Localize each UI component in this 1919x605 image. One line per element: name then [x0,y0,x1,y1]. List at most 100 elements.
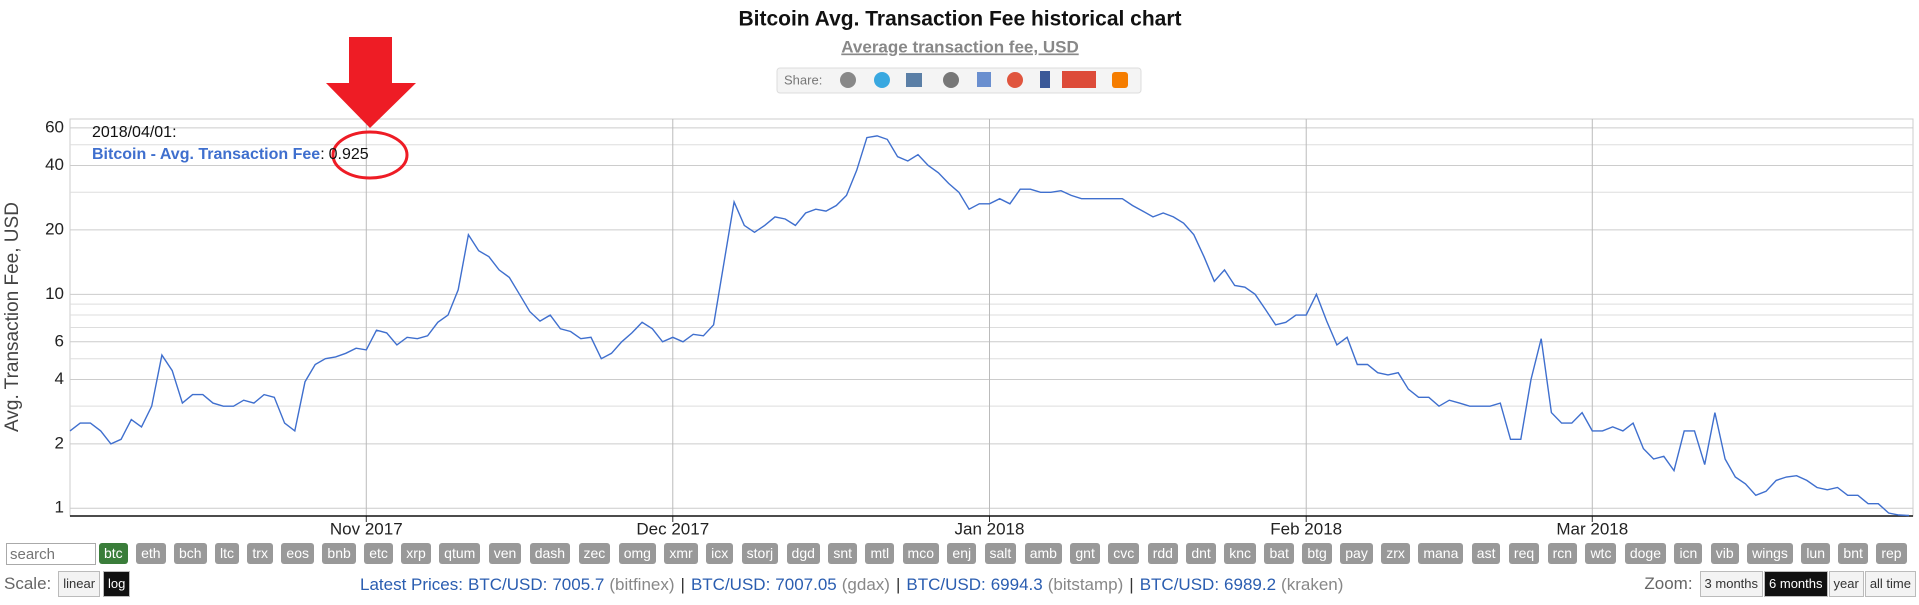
coin-button[interactable]: rep [1876,543,1907,564]
coin-button[interactable]: bch [174,543,207,564]
coin-button[interactable]: amb [1024,543,1062,564]
coin-button[interactable]: zrx [1381,543,1410,564]
coin-button[interactable]: qtum [439,543,481,564]
annotation-arrow [326,37,416,180]
coin-button[interactable]: wings [1747,543,1793,564]
price-pair: BTC/USD: [690,575,771,594]
coin-button[interactable]: ven [488,543,522,564]
scale-controls: Scale: linear log [4,571,131,597]
coin-button[interactable]: storj [741,543,779,564]
coin-button[interactable]: dnt [1186,543,1216,564]
coin-button[interactable]: bat [1264,543,1294,564]
price-exchange: (bitfinex) [609,575,675,594]
price-exchange: (gdax) [841,575,890,594]
price-value: 7005.7 [552,575,605,594]
price-exchange: (kraken) [1281,575,1344,594]
coin-button[interactable]: dgd [786,543,820,564]
y-tick-label: 60 [45,117,64,136]
coin-button[interactable]: snt [828,543,858,564]
coin-button[interactable]: rcn [1547,543,1578,564]
coin-button[interactable]: bnb [322,543,356,564]
price-exchange: (bitstamp) [1047,575,1124,594]
tooltip-value: 0.925 [329,146,369,163]
coin-button[interactable]: doge [1624,543,1667,564]
y-axis-label: Avg. Transaction Fee, USD [2,202,23,432]
price-pair: BTC/USD: [1139,575,1220,594]
y-tick-label: 4 [55,369,64,388]
tooltip-date: 2018/04/01: [92,124,177,141]
tooltip-line: Bitcoin - Avg. Transaction Fee: 0.925 [92,146,369,163]
price-pair: BTC/USD: [906,575,986,594]
coin-button[interactable]: ltc [215,543,239,564]
coin-button[interactable]: bnt [1838,543,1868,564]
y-tick-label: 1 [55,498,64,517]
zoom-controls: Zoom: 3 months 6 months year all time [1644,571,1916,597]
coin-button[interactable]: xrp [401,543,431,564]
coin-button[interactable]: zec [578,543,611,564]
coin-button[interactable]: icn [1674,543,1703,564]
price-value: 6994.3 [990,575,1043,594]
coin-button[interactable]: wtc [1585,543,1617,564]
y-tick-label: 2 [55,433,64,452]
coin-button[interactable]: salt [984,543,1017,564]
coin-button[interactable]: eos [281,543,314,564]
coin-button[interactable]: eth [136,543,166,564]
price-separator: | [680,575,685,594]
x-tick-label: Dec 2017 [636,519,709,538]
share-label: Share: [784,72,822,87]
y-tick-label: 6 [55,331,64,350]
coin-button[interactable]: pay [1340,543,1373,564]
tooltip-series: Bitcoin - Avg. Transaction Fee [92,146,320,163]
coin-button[interactable]: req [1508,543,1540,564]
scale-button[interactable]: linear [58,571,101,597]
chart-title: Bitcoin Avg. Transaction Fee historical … [738,8,1181,31]
search-box[interactable] [6,543,96,565]
price-pair: BTC/USD: [468,575,548,594]
zoom-label: Zoom: [1644,574,1693,593]
x-tick-label: Feb 2018 [1270,519,1342,538]
price-value: 7007.05 [775,575,837,594]
coin-button[interactable]: vib [1710,543,1739,564]
tooltip-sep: : [320,146,324,163]
coin-buttons: btc eth bch ltc trx eos bnb etc xrp qtum ven dash ze… [99,543,1907,564]
coin-button[interactable]: ast [1471,543,1501,564]
coin-button[interactable]: omg [618,543,656,564]
coin-button[interactable]: rdd [1147,543,1178,564]
coin-button[interactable]: lun [1801,543,1830,564]
price-separator: | [1129,575,1134,594]
y-tick-label: 10 [45,284,64,303]
coin-button[interactable]: btc [99,543,128,564]
price-separator: | [895,575,901,594]
data-line [69,135,1910,517]
prices-label: Latest Prices: [360,575,463,594]
zoom-button[interactable]: all time [1864,571,1916,597]
chart-subtitle: Average transaction fee, USD [841,37,1078,56]
scale-label: Scale: [4,574,52,593]
zoom-button[interactable]: year [1828,571,1864,597]
latest-prices: Latest Prices: BTC/USD: 7005.7 (bitfinex) | B… [360,573,1343,597]
coin-button[interactable]: mtl [865,543,895,564]
coin-button[interactable]: knc [1224,543,1257,564]
coin-button[interactable]: etc [364,543,393,564]
x-tick-label: Mar 2018 [1556,519,1628,538]
coin-button[interactable]: enj [947,543,977,564]
coin-button[interactable]: mana [1418,543,1464,564]
scale-button[interactable]: log [103,571,131,597]
y-tick-label: 40 [45,155,64,174]
coin-button[interactable]: icx [706,543,734,564]
coin-button[interactable]: gnt [1070,543,1100,564]
coin-button[interactable]: cvc [1108,543,1140,564]
coin-button[interactable]: btg [1302,543,1332,564]
x-tick-label: Jan 2018 [955,519,1025,538]
zoom-button[interactable]: 3 months [1699,571,1764,597]
zoom-button[interactable]: 6 months [1764,571,1828,597]
price-value: 6989.2 [1224,575,1277,594]
y-tick-label: 20 [45,219,64,238]
coin-button[interactable]: xmr [664,543,698,564]
coin-button[interactable]: trx [247,543,273,564]
coin-button[interactable]: mco [902,543,939,564]
share-icons [840,71,1128,88]
plot-frame [69,118,1914,517]
coin-button[interactable]: dash [529,543,571,564]
